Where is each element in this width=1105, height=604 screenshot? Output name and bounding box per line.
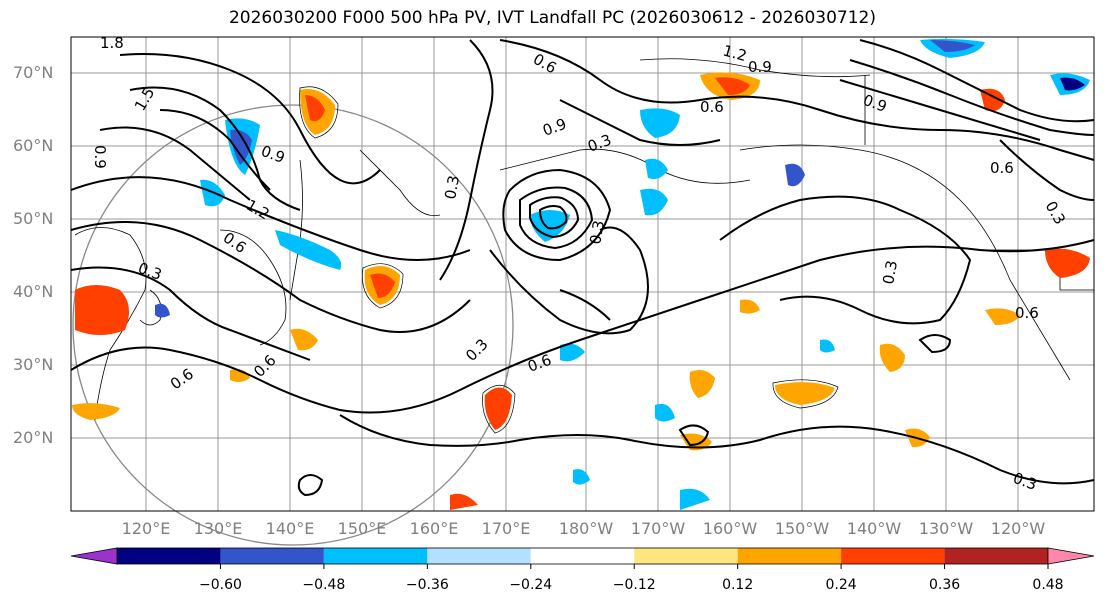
colorbar-cell	[737, 548, 842, 564]
colorbar-high-extend	[1047, 547, 1095, 565]
contour-label: 0.9	[748, 58, 772, 76]
contour-label: 1.2	[721, 41, 749, 65]
colorbar-cell	[323, 548, 428, 564]
colorbar-low-extend	[70, 547, 118, 565]
lat-label: 60°N	[13, 136, 53, 155]
colorbar-cell	[944, 548, 1048, 564]
colorbar-tick-label: −0.12	[613, 577, 656, 593]
contour-label: 0.3	[441, 174, 463, 201]
colorbar-cell	[220, 548, 324, 564]
contour-label: 0.3	[586, 219, 608, 246]
lon-label: 140°E	[266, 519, 315, 538]
colorbar: −0.60 −0.48 −0.36 −0.24 −0.12 0.12 0.24 0.36 0.4…	[70, 547, 1095, 593]
contour-label: 1.8	[100, 34, 124, 52]
map-frame	[70, 36, 1095, 512]
lon-label: 160°W	[703, 519, 758, 538]
colorbar-cell	[841, 548, 945, 564]
colorbar-tick-label: 0.36	[929, 577, 960, 593]
colorbar-tick-label: −0.60	[199, 577, 242, 593]
colorbar-cell	[530, 548, 635, 564]
colorbar-tick-label: −0.24	[509, 577, 552, 593]
lat-label: 20°N	[13, 428, 53, 447]
lat-label: 40°N	[13, 282, 53, 301]
lon-label: 120°W	[991, 519, 1046, 538]
map-title: 2026030200 F000 500 hPa PV, IVT Landfall…	[228, 8, 876, 28]
lon-label: 150°E	[338, 519, 387, 538]
map-area	[70, 37, 1095, 546]
pv-thin-contours	[299, 86, 839, 434]
contour-label: 0.3	[879, 259, 901, 286]
lat-label: 70°N	[13, 63, 53, 82]
lon-label: 160°E	[410, 519, 459, 538]
lon-label: 170°E	[482, 519, 531, 538]
contour-label: 0.9	[91, 145, 109, 169]
lon-label: 170°W	[631, 519, 686, 538]
graticule	[71, 37, 1094, 511]
contour-label: 0.6	[990, 159, 1014, 177]
colorbar-tick-label: 0.48	[1032, 577, 1063, 593]
longitude-axis: 120°E 130°E 140°E 150°E 160°E 170°E 180°…	[122, 519, 1046, 538]
lat-label: 50°N	[13, 209, 53, 228]
colorbar-cell	[117, 548, 221, 564]
pv-anomaly-fills	[72, 38, 1090, 510]
lon-label: 130°E	[194, 519, 243, 538]
colorbar-cell	[634, 548, 738, 564]
lat-label: 30°N	[13, 355, 53, 374]
colorbar-tick-label: 0.12	[722, 577, 753, 593]
range-circle	[72, 104, 514, 546]
colorbar-tick-label: −0.36	[406, 577, 449, 593]
colorbar-tick-label: −0.48	[302, 577, 345, 593]
pv-contours	[70, 39, 1095, 497]
lon-label: 120°E	[122, 519, 171, 538]
lon-label: 130°W	[919, 519, 974, 538]
lon-label: 150°W	[775, 519, 830, 538]
colorbar-cell	[427, 548, 531, 564]
contour-label: 0.6	[1015, 304, 1039, 322]
colorbar-tick-label: 0.24	[826, 577, 857, 593]
lon-label: 140°W	[847, 519, 902, 538]
contour-label: 0.6	[700, 98, 724, 116]
latitude-axis: 70°N 60°N 50°N 40°N 30°N 20°N	[13, 63, 53, 447]
lon-label: 180°W	[559, 519, 614, 538]
